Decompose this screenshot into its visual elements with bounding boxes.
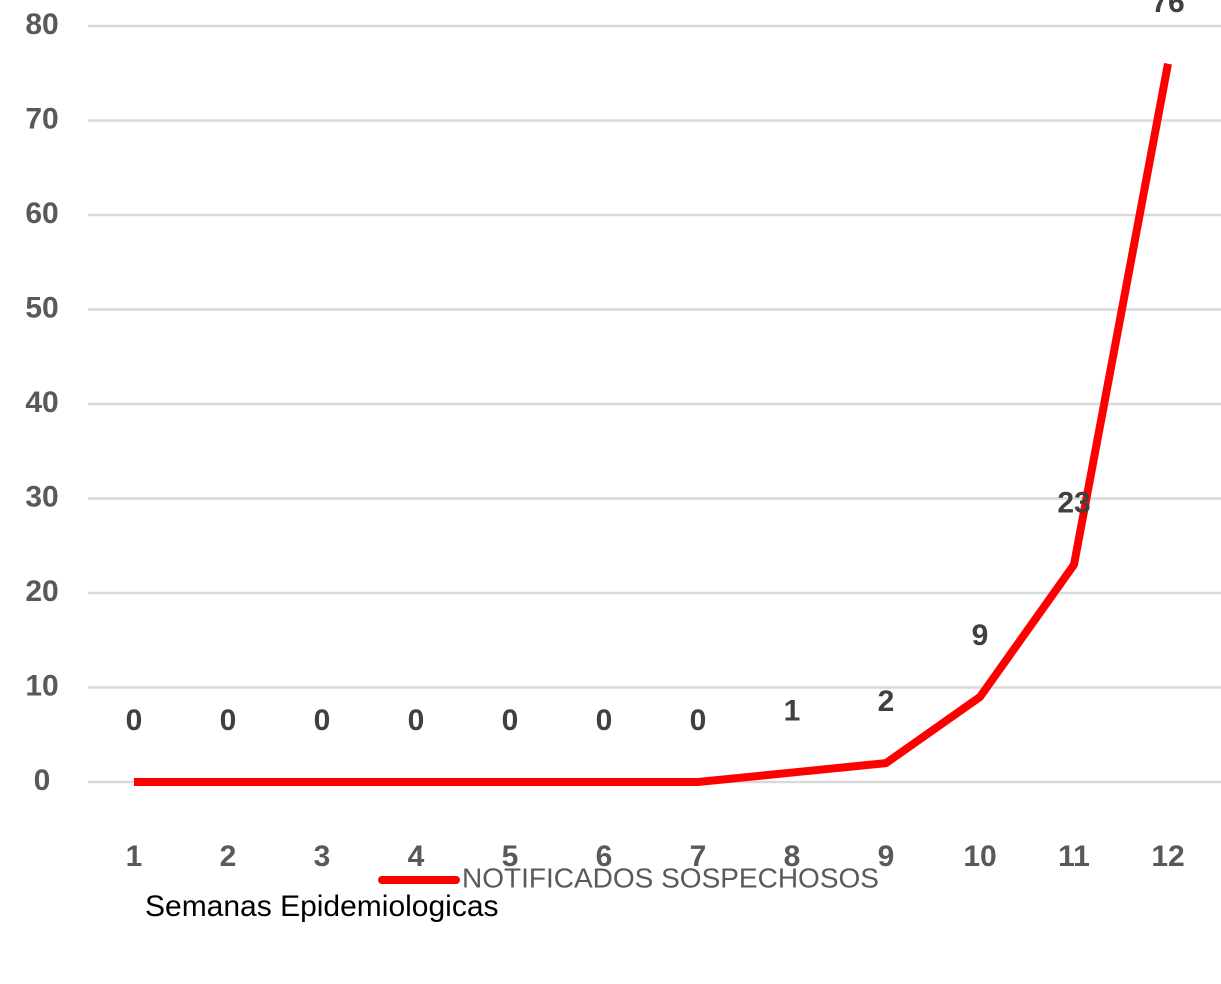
legend-label: NOTIFICADOS SOSPECHOSOS	[462, 862, 879, 893]
data-label: 0	[596, 704, 613, 737]
x-tick-label: 2	[220, 840, 237, 873]
y-tick-label: 70	[25, 102, 58, 135]
y-tick-label: 10	[25, 669, 58, 702]
series-line	[134, 63, 1172, 786]
data-label: 2	[878, 685, 895, 718]
data-label: 23	[1057, 487, 1090, 520]
data-label: 0	[126, 704, 143, 737]
x-tick-label: 10	[963, 840, 996, 873]
y-tick-label: 80	[25, 8, 58, 41]
x-tick-label: 3	[314, 840, 331, 873]
x-tick-label: 1	[126, 840, 143, 873]
y-tick-label: 40	[25, 386, 58, 419]
y-tick-label: 0	[34, 764, 51, 797]
x-tick-label: 11	[1058, 840, 1090, 873]
data-label: 0	[502, 704, 519, 737]
x-tick-label: 9	[878, 840, 895, 873]
x-tick-label: 6	[596, 840, 613, 873]
y-tick-label: 60	[25, 197, 58, 230]
x-tick-label: 8	[784, 840, 801, 873]
x-tick-label: 5	[502, 840, 519, 873]
data-label: 0	[314, 704, 331, 737]
data-label: 0	[220, 704, 237, 737]
y-tick-label: 50	[25, 291, 58, 324]
data-label: 9	[972, 619, 989, 652]
data-label: 1	[784, 694, 801, 727]
x-axis-title: Semanas Epidemiologicas	[145, 890, 499, 923]
y-tick-label: 30	[25, 480, 58, 513]
x-tick-label: 12	[1151, 840, 1184, 873]
data-label: 0	[408, 704, 425, 737]
x-tick-label: 7	[690, 840, 707, 873]
data-label: 76	[1151, 0, 1184, 19]
data-label: 0	[690, 704, 707, 737]
y-tick-label: 20	[25, 575, 58, 608]
x-tick-label: 4	[408, 840, 425, 873]
